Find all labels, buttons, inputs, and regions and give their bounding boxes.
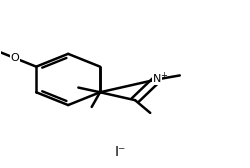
Text: +: +	[160, 71, 167, 80]
Text: O: O	[10, 53, 19, 63]
Text: I⁻: I⁻	[114, 145, 126, 159]
Text: N: N	[152, 74, 161, 85]
